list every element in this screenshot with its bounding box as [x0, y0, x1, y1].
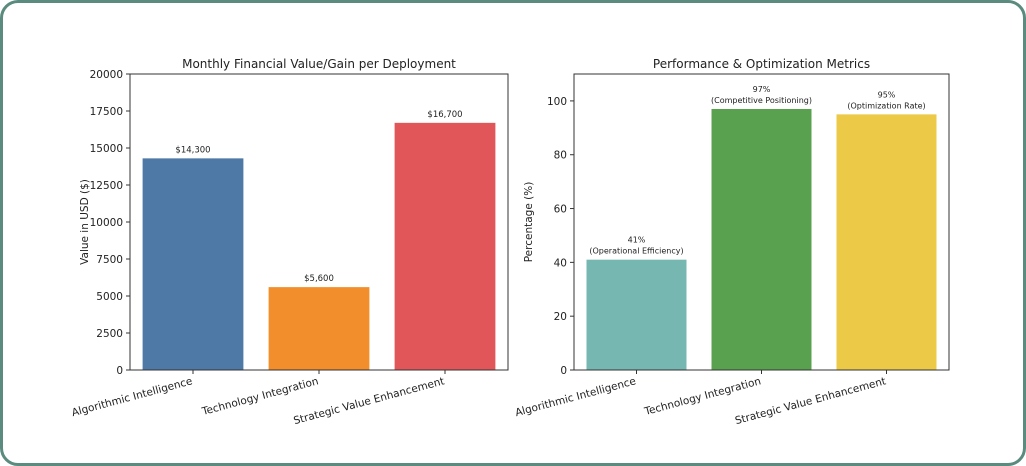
bar-value-label: 97%: [753, 85, 771, 94]
bar-2: [711, 108, 812, 371]
bar-value-label: $16,700: [427, 110, 462, 120]
y-tick-label: 0: [560, 365, 567, 377]
y-axis-label: Percentage (%): [523, 182, 535, 263]
axes-frame: [573, 73, 950, 371]
y-tick-label: 2500: [96, 328, 123, 340]
x-tick-label: Technology Integration: [200, 375, 320, 418]
y-tick-label: 60: [554, 204, 567, 216]
x-tick-label: Algorithmic Intelligence: [70, 375, 193, 419]
bar-value-label: 95%: [878, 90, 896, 99]
y-tick-label: 40: [554, 257, 567, 269]
bar-metric-label: (Competitive Positioning): [711, 96, 812, 105]
bar-3: [394, 122, 496, 370]
y-tick-label: 17500: [90, 106, 123, 118]
y-tick-label: 100: [547, 96, 567, 108]
axes-frame: [129, 73, 509, 371]
chart-title: Performance & Optimization Metrics: [653, 57, 870, 71]
y-tick-label: 0: [116, 365, 123, 377]
x-tick-label: Algorithmic Intelligence: [514, 375, 637, 419]
y-tick-label: 7500: [96, 254, 123, 266]
chart-title: Monthly Financial Value/Gain per Deploym…: [182, 57, 456, 71]
y-tick-label: 12500: [90, 180, 123, 192]
bar-metric-label: (Optimization Rate): [847, 101, 925, 110]
bar-2: [268, 287, 370, 370]
y-tick-label: 10000: [90, 217, 123, 229]
bar-value-label: 41%: [628, 236, 646, 245]
bar-metric-label: (Operational Efficiency): [589, 247, 683, 256]
bar-3: [836, 114, 937, 370]
y-axis-label: Value in USD ($): [79, 179, 91, 265]
bar-1: [586, 259, 687, 370]
y-tick-label: 20: [554, 311, 567, 323]
bar-value-label: $14,300: [175, 145, 210, 155]
y-tick-label: 5000: [96, 291, 123, 303]
bar-1: [142, 158, 244, 370]
y-tick-label: 15000: [90, 143, 123, 155]
bar-value-label: $5,600: [304, 274, 334, 284]
y-tick-label: 20000: [90, 69, 123, 81]
y-tick-label: 80: [554, 150, 567, 162]
